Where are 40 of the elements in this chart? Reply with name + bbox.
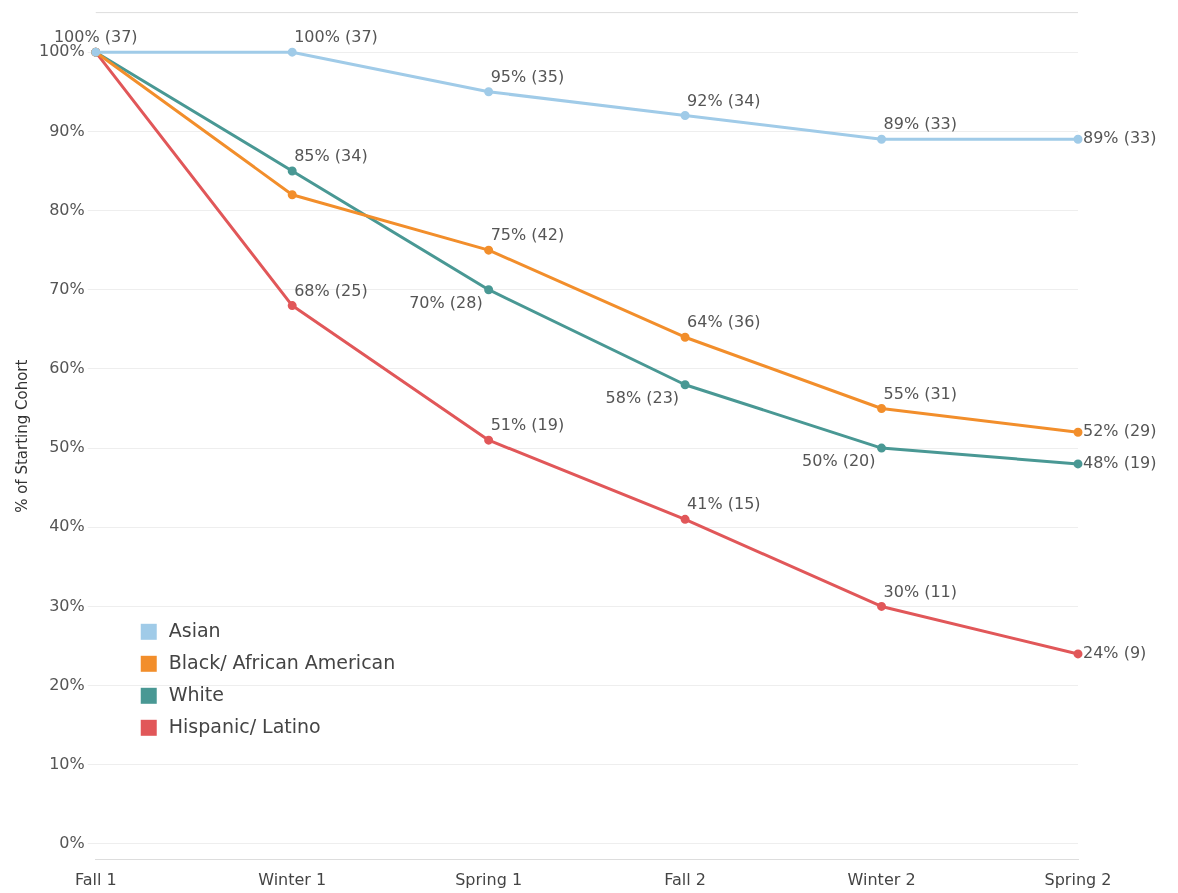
data-label: 55% (31) <box>883 383 958 403</box>
y-tick-label: 90% <box>49 120 85 140</box>
data-label: 75% (42) <box>490 225 565 245</box>
x-tick-label: Spring 2 <box>1044 869 1112 889</box>
data-label: 89% (33) <box>1083 128 1157 148</box>
data-label: 95% (35) <box>490 66 565 86</box>
data-label: 30% (11) <box>883 581 958 601</box>
legend-label: Black/ African American <box>168 650 396 673</box>
data-label: 48% (19) <box>1083 453 1157 473</box>
legend-label: Hispanic/ Latino <box>168 714 321 737</box>
y-tick-label: 70% <box>49 278 85 298</box>
y-tick-label: 40% <box>49 516 85 536</box>
data-label: 68% (25) <box>294 280 368 300</box>
legend-label: White <box>168 682 224 705</box>
data-label: 100% (37) <box>294 27 378 47</box>
y-tick-label: 0% <box>59 833 85 853</box>
data-label: 89% (33) <box>883 114 958 134</box>
data-label: 70% (28) <box>409 292 483 312</box>
y-tick-label: 10% <box>49 753 85 773</box>
x-tick-label: Winter 2 <box>847 869 916 889</box>
data-label: 92% (34) <box>687 90 761 110</box>
x-tick-label: Winter 1 <box>258 869 327 889</box>
x-tick-label: Fall 2 <box>664 869 706 889</box>
y-tick-label: 50% <box>49 437 85 457</box>
data-label: 51% (19) <box>490 415 565 435</box>
data-label: 50% (20) <box>802 451 876 471</box>
y-tick-label: 60% <box>49 358 85 378</box>
data-label: 85% (34) <box>294 146 368 166</box>
x-tick-label: Spring 1 <box>455 869 523 889</box>
data-label: 24% (9) <box>1083 643 1147 663</box>
data-label: 64% (36) <box>687 312 761 332</box>
x-tick-label: Fall 1 <box>74 869 117 889</box>
y-tick-label: 20% <box>49 674 85 694</box>
data-label: 58% (23) <box>605 387 680 407</box>
legend-label: Asian <box>168 618 221 641</box>
data-label: 52% (29) <box>1083 421 1157 441</box>
y-tick-label: 80% <box>49 199 85 219</box>
y-tick-label: 30% <box>49 595 85 615</box>
y-axis-title: % of Starting Cohort <box>12 359 31 513</box>
data-label: 41% (15) <box>687 494 761 514</box>
